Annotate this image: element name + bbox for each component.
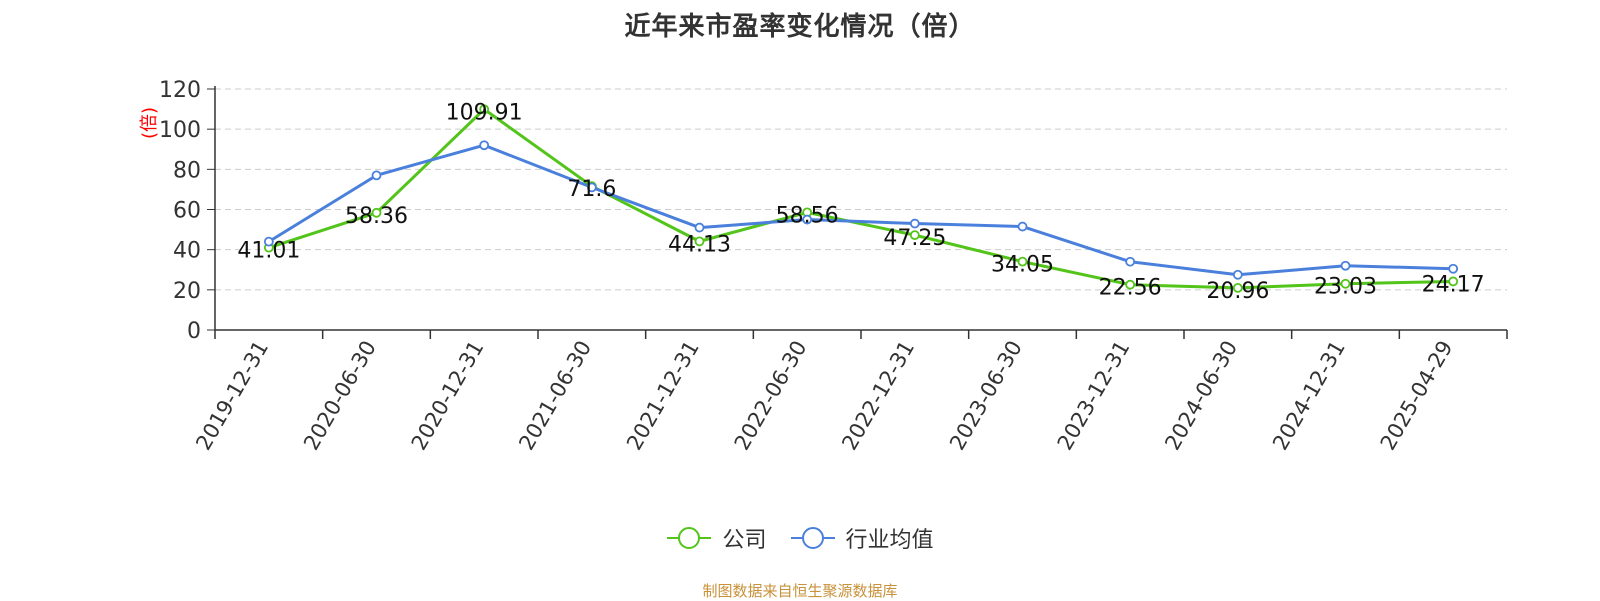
data-point-industry [371, 170, 382, 181]
y-tick-label: 0 [187, 319, 201, 344]
y-tick-label: 40 [173, 239, 201, 264]
x-tick-label: 2021-12-31 [622, 337, 704, 455]
data-point-company [1017, 256, 1028, 267]
data-point-company [1448, 276, 1459, 287]
data-label: 41.01 [237, 239, 300, 264]
data-point-industry [586, 182, 597, 193]
data-point-industry [1125, 256, 1136, 267]
legend-label-industry: 行业均值 [845, 528, 934, 553]
x-tick-label: 2023-12-31 [1053, 337, 1135, 455]
y-tick-label: 20 [173, 279, 201, 304]
source-note: 制图数据来自恒生聚源数据库 [702, 582, 898, 600]
legend-label-company: 公司 [722, 528, 767, 553]
data-label: 24.17 [1422, 272, 1485, 297]
data-label: 71.6 [567, 177, 616, 202]
data-label: 20.96 [1206, 279, 1269, 304]
data-point-company [909, 230, 920, 241]
y-tick-label: 80 [173, 158, 201, 183]
legend-circle-industry [801, 527, 824, 549]
legend: 公司 行业均值 [0, 522, 1600, 556]
data-point-company [371, 207, 382, 218]
data-point-industry [1232, 269, 1243, 280]
data-label: 47.25 [883, 226, 946, 251]
data-point-company [1125, 279, 1136, 290]
data-point-industry [1017, 221, 1028, 232]
data-point-industry [479, 140, 490, 151]
x-tick-label: 2020-06-30 [299, 337, 381, 455]
data-label: 58.56 [776, 203, 839, 228]
series-line-company [268, 107, 1454, 290]
x-tick-label: 2025-04-29 [1376, 337, 1458, 455]
legend-circle-company [678, 527, 701, 549]
x-tick-label: 2019-12-31 [191, 337, 273, 455]
legend-item-company[interactable]: 公司 [666, 522, 767, 554]
data-label: 34.05 [991, 253, 1054, 278]
legend-marker-company [667, 527, 712, 549]
chart-title: 近年来市盈率变化情况（倍） [624, 12, 976, 42]
data-point-company [694, 236, 705, 247]
x-tick-label: 2024-06-30 [1160, 337, 1242, 455]
legend-item-industry[interactable]: 行业均值 [790, 522, 934, 554]
data-point-industry [694, 222, 705, 233]
data-point-industry [1340, 260, 1351, 271]
x-tick-label: 2022-06-30 [730, 337, 812, 455]
data-point-industry [263, 236, 274, 247]
y-tick-label: 60 [173, 199, 201, 224]
data-point-company [1232, 283, 1243, 293]
x-tick-label: 2020-12-31 [407, 336, 489, 454]
data-point-industry [909, 218, 920, 229]
data-label: 44.13 [668, 232, 731, 257]
y-tick-label: 120 [159, 78, 201, 103]
x-tick-label: 2024-12-31 [1268, 337, 1350, 455]
y-tick-label: 100 [159, 118, 201, 143]
data-label: 23.03 [1314, 275, 1377, 300]
legend-marker-industry [790, 527, 835, 549]
data-point-industry [802, 214, 813, 225]
data-point-company [479, 104, 490, 115]
data-label: 22.56 [1099, 276, 1162, 301]
x-tick-label: 2021-06-30 [514, 337, 596, 455]
y-axis-label: (倍) [139, 107, 160, 139]
data-label: 58.36 [345, 204, 408, 229]
x-tick-label: 2023-06-30 [945, 337, 1027, 455]
data-label: 109.91 [446, 100, 523, 125]
series-line-industry [268, 143, 1454, 277]
data-point-company [1340, 278, 1351, 289]
x-tick-label: 2022-12-31 [837, 336, 919, 454]
data-point-industry [1448, 263, 1459, 274]
